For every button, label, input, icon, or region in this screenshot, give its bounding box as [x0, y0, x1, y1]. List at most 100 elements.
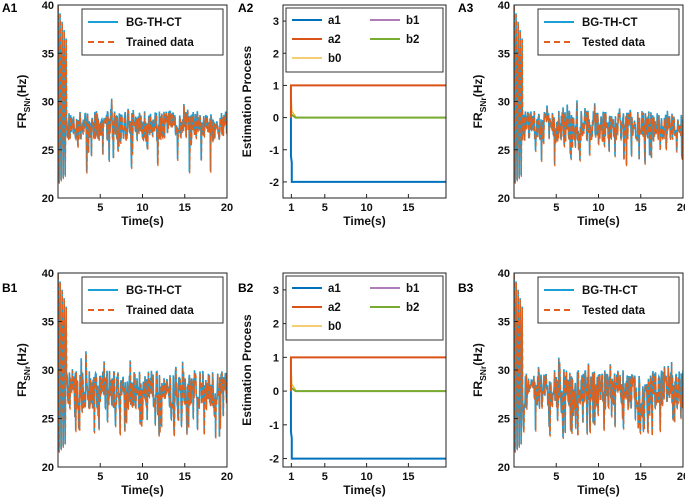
legend-entry-b0: b0 — [328, 53, 341, 65]
legend-entry-b1: b1 — [406, 283, 420, 295]
x-tick-label: 5 — [322, 202, 328, 214]
y-label-main: FR — [15, 112, 29, 128]
plot-area — [514, 273, 683, 453]
y-tick-label: 30 — [42, 365, 54, 377]
panel-label: B3 — [458, 281, 474, 295]
y-tick-label: 25 — [498, 145, 510, 157]
x-tick-label: 20 — [677, 202, 685, 214]
y-tick-label: 1 — [273, 80, 279, 92]
legend-entry-reference: Trained data — [126, 305, 194, 317]
x-axis-label: Time(s) — [577, 483, 619, 497]
y-tick-label: -1 — [269, 145, 279, 157]
x-axis-label: Time(s) — [121, 214, 163, 228]
x-tick-label: 10 — [136, 202, 148, 214]
plot-area — [58, 273, 227, 453]
legend-entry-a2: a2 — [328, 302, 341, 314]
y-label-main: FR — [15, 381, 29, 397]
x-tick-label: 10 — [592, 471, 604, 483]
series-b0-line — [290, 85, 446, 119]
x-axis-label: Time(s) — [343, 483, 385, 497]
legend-entry-a2: a2 — [328, 34, 341, 46]
x-tick-label: 15 — [402, 202, 414, 214]
legend-entry-bg-th-ct: BG-TH-CT — [126, 17, 182, 29]
y-tick-label: 3 — [273, 16, 279, 28]
y-tick-label: 20 — [498, 193, 510, 205]
series-b2-line — [290, 113, 446, 119]
legend-entry-reference: Tested data — [582, 305, 646, 317]
x-tick-label: 20 — [677, 471, 685, 483]
y-tick-label: -2 — [269, 454, 279, 466]
y-tick-label: 0 — [273, 386, 279, 398]
y-tick-label: 35 — [498, 48, 510, 60]
legend-entry-a1: a1 — [328, 283, 341, 295]
y-label-unit: (Hz) — [15, 75, 29, 98]
legend: BG-TH-CT Trained data — [81, 276, 224, 324]
x-tick-label: 1 — [288, 471, 294, 483]
legend-entry-a1: a1 — [328, 15, 341, 27]
x-tick-label: 5 — [322, 471, 328, 483]
plot-area — [58, 5, 227, 184]
legend-box — [81, 276, 224, 324]
series-a1-line — [289, 391, 446, 460]
y-tick-label: 40 — [42, 268, 54, 280]
y-label-sub: SNr — [478, 97, 488, 113]
legend-entry-b1: b1 — [406, 15, 420, 27]
x-tick-label: 10 — [360, 202, 372, 214]
plot-area — [514, 5, 683, 184]
legend: a1 b1 a2 b2 b0 — [285, 7, 444, 73]
x-tick-label: 5 — [553, 202, 559, 214]
x-tick-label: 10 — [592, 202, 604, 214]
plot-area — [289, 356, 446, 460]
x-tick-label: 5 — [97, 202, 103, 214]
y-tick-label: 35 — [42, 317, 54, 329]
x-tick-label: 15 — [402, 471, 414, 483]
legend: BG-TH-CT Tested data — [537, 276, 680, 324]
y-label-main: FR — [471, 112, 485, 128]
legend: BG-TH-CT Trained data — [81, 8, 224, 56]
x-tick-label: 5 — [553, 471, 559, 483]
legend-entry-bg-th-ct: BG-TH-CT — [582, 285, 638, 297]
panel-a1: A1 5 10 15 20 20 25 30 35 40 Time(s) FRSNr(Hz) BG-TH… — [2, 0, 233, 228]
x-tick-label: 15 — [179, 471, 191, 483]
x-tick-label: 20 — [221, 202, 233, 214]
y-tick-label: 20 — [42, 193, 54, 205]
y-tick-label: 35 — [42, 48, 54, 60]
x-tick-label: 20 — [221, 471, 233, 483]
series-reference-line — [514, 274, 683, 453]
x-tick-label: 10 — [136, 471, 148, 483]
legend-entry-reference: Trained data — [126, 37, 194, 49]
y-label-unit: (Hz) — [471, 343, 485, 366]
y-tick-label: 30 — [498, 365, 510, 377]
y-label-sub: SNr — [22, 97, 32, 113]
y-tick-label: 20 — [42, 462, 54, 474]
y-tick-label: 25 — [42, 145, 54, 157]
y-label-main: FR — [471, 381, 485, 397]
x-axis-label: Time(s) — [577, 214, 619, 228]
series-reference-line — [58, 6, 227, 184]
panel-label: A3 — [458, 1, 474, 15]
y-axis-label: FRSNr(Hz) — [15, 343, 32, 397]
y-tick-label: 25 — [498, 414, 510, 426]
x-tick-label: 1 — [288, 202, 294, 214]
series-b2-line — [290, 386, 446, 393]
y-tick-label: 40 — [42, 0, 54, 12]
axes-box — [282, 272, 447, 468]
legend-box — [537, 276, 680, 324]
y-tick-label: 1 — [273, 352, 279, 364]
y-axis-label: FRSNr(Hz) — [471, 75, 488, 129]
x-tick-label: 15 — [635, 471, 647, 483]
panel-a3: A3 5 10 15 20 20 25 30 35 40 Time(s) FRSNr(Hz) BG-TH… — [458, 0, 685, 228]
series-reference-line — [514, 6, 683, 184]
legend-entry-b2: b2 — [406, 302, 419, 314]
x-tick-label: 5 — [97, 471, 103, 483]
axes-box — [282, 4, 447, 199]
y-axis-label: Estimation Process — [240, 45, 254, 157]
y-label-unit: (Hz) — [471, 75, 485, 98]
x-axis-label: Time(s) — [343, 214, 385, 228]
y-tick-label: -2 — [269, 177, 279, 189]
series-a2-line — [289, 84, 446, 118]
legend: BG-TH-CT Tested data — [537, 8, 680, 56]
